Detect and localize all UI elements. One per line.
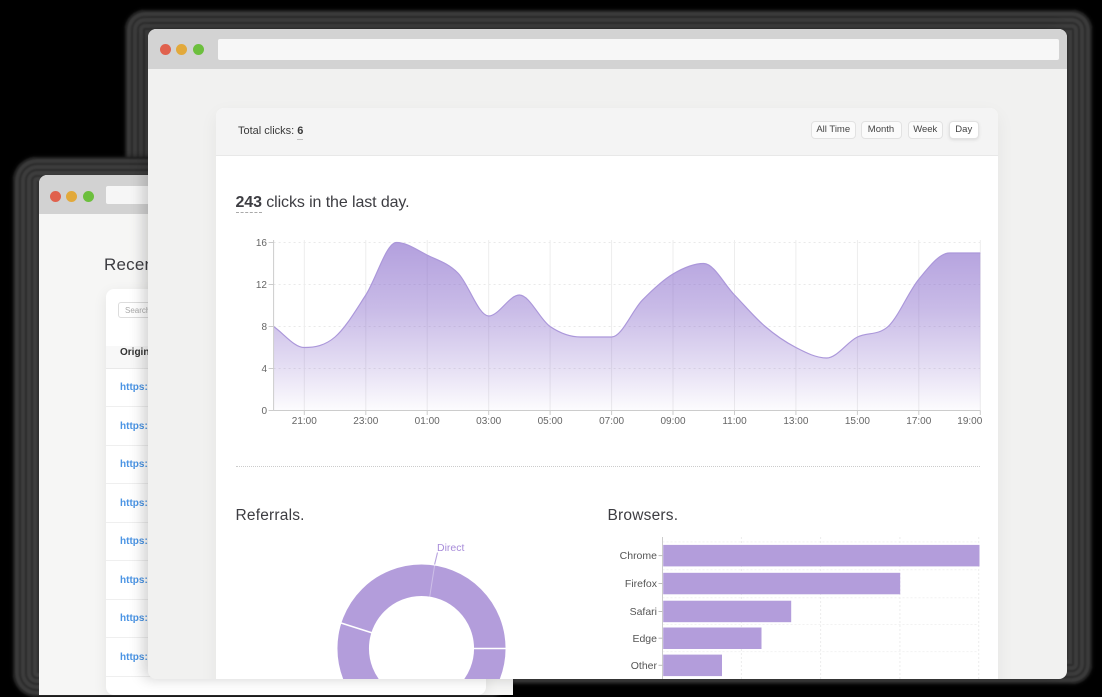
svg-text:8: 8: [261, 322, 267, 333]
svg-text:16: 16: [256, 238, 268, 249]
svg-text:4: 4: [261, 364, 267, 375]
svg-text:Firefox: Firefox: [625, 578, 658, 590]
svg-text:21:00: 21:00: [292, 416, 317, 427]
svg-text:07:00: 07:00: [599, 416, 624, 427]
svg-text:12: 12: [256, 280, 268, 291]
svg-text:11:00: 11:00: [722, 416, 747, 427]
svg-text:Chrome: Chrome: [620, 550, 658, 562]
svg-text:23:00: 23:00: [353, 416, 378, 427]
svg-text:Direct: Direct: [437, 542, 465, 554]
svg-text:17:00: 17:00: [906, 416, 931, 427]
svg-text:03:00: 03:00: [476, 416, 501, 427]
svg-text:09:00: 09:00: [660, 416, 685, 427]
svg-text:Safari: Safari: [630, 606, 657, 618]
svg-text:15:00: 15:00: [845, 416, 870, 427]
svg-text:Edge: Edge: [632, 633, 657, 645]
svg-text:13:00: 13:00: [783, 416, 808, 427]
svg-text:Other: Other: [631, 660, 658, 672]
svg-text:0: 0: [261, 406, 267, 417]
svg-text:05:00: 05:00: [538, 416, 563, 427]
svg-text:01:00: 01:00: [415, 416, 440, 427]
svg-text:19:00: 19:00: [957, 416, 982, 427]
